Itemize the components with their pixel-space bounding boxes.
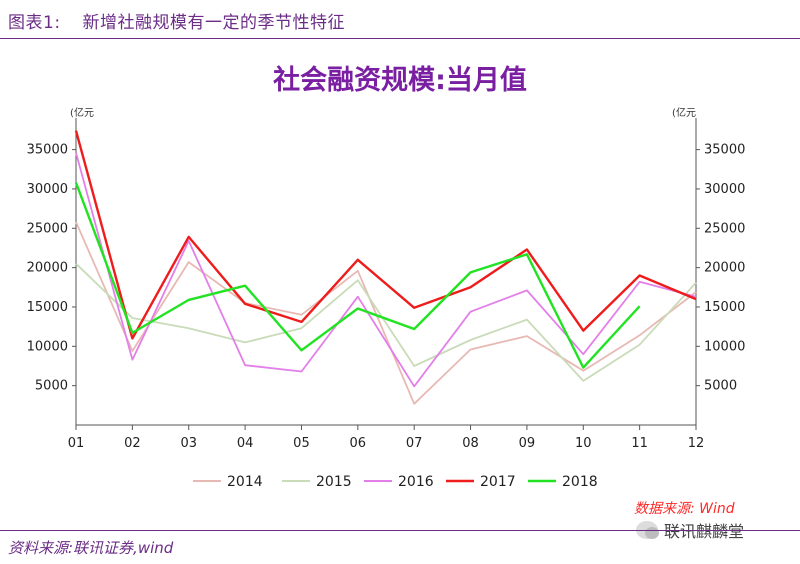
y-tick-label-right: 10000: [704, 339, 745, 354]
legend-label-2016: 2016: [398, 474, 434, 490]
figure-caption-text: 新增社融规模有一定的季节性特征: [82, 13, 346, 33]
chart-source-note: 数据来源: Wind: [634, 501, 735, 517]
header-rule: [0, 38, 800, 39]
legend-label-2017: 2017: [480, 474, 516, 490]
series-line-2017: [74, 130, 697, 340]
y-tick-label-right: 35000: [704, 143, 745, 158]
series-line-2018: [74, 182, 641, 369]
y-tick-label-right: 15000: [704, 300, 745, 315]
y-tick-label-left: 30000: [27, 182, 68, 197]
x-tick-label: 02: [124, 436, 141, 451]
y-axis-left-unit: (亿元: [70, 106, 94, 119]
series-line-2014: [75, 221, 697, 405]
footer-rule: [0, 530, 800, 531]
x-tick-label: 12: [688, 436, 705, 451]
figure-caption: 图表1: 新增社融规模有一定的季节性特征: [8, 8, 345, 33]
y-tick-label-left: 35000: [27, 143, 68, 158]
y-tick-label-left: 20000: [27, 261, 68, 276]
y-axis-right-unit: (亿元: [672, 106, 696, 119]
legend-label-2015: 2015: [316, 474, 352, 490]
x-tick-label: 05: [293, 436, 310, 451]
x-tick-label: 08: [462, 436, 479, 451]
legend-label-2018: 2018: [562, 474, 598, 490]
y-tick-label-left: 10000: [27, 339, 68, 354]
series-line-2016: [75, 152, 697, 388]
y-tick-label-left: 25000: [27, 221, 68, 236]
y-tick-label-right: 25000: [704, 221, 745, 236]
x-tick-label: 01: [68, 436, 85, 451]
y-tick-label-right: 5000: [704, 379, 737, 394]
watermark-text: 联讯麒麟堂: [664, 522, 745, 541]
chart-title: 社会融资规模:当月值: [273, 65, 527, 96]
legend-label-2014: 2014: [227, 474, 263, 490]
x-tick-label: 04: [237, 436, 254, 451]
source-footer: 资料来源:联讯证券,wind: [8, 539, 174, 557]
y-tick-label-right: 30000: [704, 182, 745, 197]
x-tick-label: 06: [350, 436, 367, 451]
series-line-2015: [75, 263, 697, 382]
y-tick-label-left: 15000: [27, 300, 68, 315]
x-tick-label: 03: [180, 436, 197, 451]
x-tick-label: 10: [575, 436, 592, 451]
x-tick-label: 07: [406, 436, 423, 451]
x-tick-label: 09: [519, 436, 536, 451]
figure-number: 图表1:: [8, 13, 61, 33]
x-tick-label: 11: [631, 436, 648, 451]
y-tick-label-left: 5000: [35, 379, 68, 394]
y-tick-label-right: 20000: [704, 261, 745, 276]
